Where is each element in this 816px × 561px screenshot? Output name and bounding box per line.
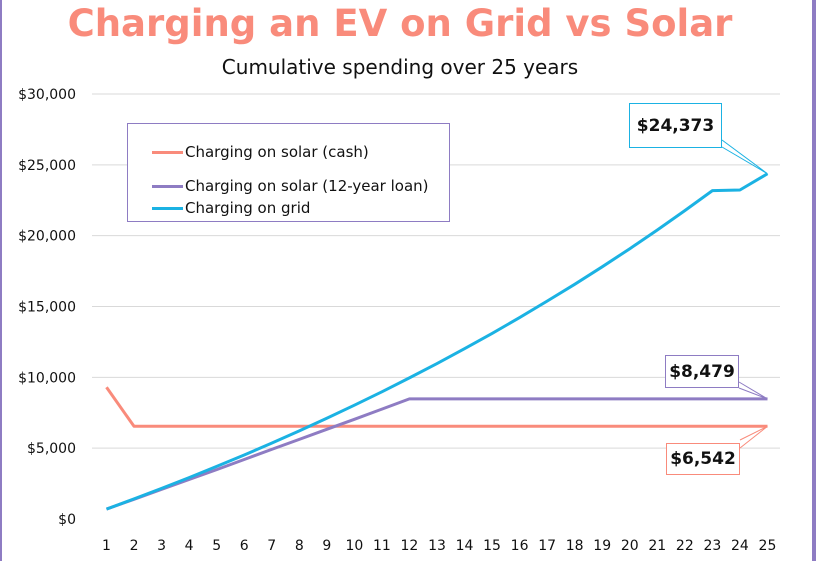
chart-legend: Charging on solar (cash) Charging on sol… bbox=[127, 123, 450, 222]
x-tick-label: 14 bbox=[456, 538, 474, 554]
chart-subtitle: Cumulative spending over 25 years bbox=[221, 55, 579, 79]
leader-line-grid bbox=[721, 139, 768, 175]
x-axis-tick-labels: 1 2 3 4 5 6 7 8 9 10 11 12 13 14 15 16 17 18 19 20 21 22 23 24 2… bbox=[102, 538, 776, 554]
legend-label-cash: Charging on solar (cash) bbox=[185, 143, 369, 161]
legend-swatch-grid bbox=[152, 206, 183, 210]
x-tick-label: 3 bbox=[157, 538, 166, 554]
x-tick-label: 21 bbox=[648, 538, 666, 554]
x-tick-label: 7 bbox=[267, 538, 276, 554]
legend-swatch-loan bbox=[152, 184, 183, 188]
x-tick-label: 19 bbox=[593, 538, 611, 554]
frame-border-left bbox=[0, 0, 2, 561]
x-tick-label: 9 bbox=[322, 538, 331, 554]
x-tick-label: 16 bbox=[511, 538, 529, 554]
legend-swatch-cash bbox=[152, 150, 183, 154]
series-line-loan bbox=[105, 397, 768, 511]
y-axis-tick-labels: $0 $5,000 $10,000 $15,000 $20,000 $25,000 $30,… bbox=[18, 87, 76, 528]
x-tick-label: 2 bbox=[130, 538, 139, 554]
x-tick-label: 11 bbox=[373, 538, 391, 554]
legend-label-loan: Charging on solar (12-year loan) bbox=[185, 177, 429, 195]
legend-item-grid: Charging on grid bbox=[128, 196, 310, 220]
legend-item-cash: Charging on solar (cash) bbox=[128, 140, 369, 164]
x-tick-label: 10 bbox=[345, 538, 363, 554]
x-tick-label: 18 bbox=[566, 538, 584, 554]
x-tick-label: 13 bbox=[428, 538, 446, 554]
frame-border-right bbox=[812, 0, 816, 561]
y-tick-label: $15,000 bbox=[18, 300, 76, 316]
y-tick-label: $20,000 bbox=[18, 229, 76, 245]
y-tick-label: $10,000 bbox=[18, 370, 76, 386]
series-line-grid bbox=[105, 172, 769, 511]
x-tick-label: 4 bbox=[185, 538, 194, 554]
legend-item-loan: Charging on solar (12-year loan) bbox=[128, 174, 429, 198]
x-tick-label: 25 bbox=[759, 538, 777, 554]
x-tick-label: 23 bbox=[703, 538, 721, 554]
x-tick-label: 17 bbox=[538, 538, 556, 554]
x-tick-label: 22 bbox=[676, 538, 694, 554]
x-tick-label: 12 bbox=[401, 538, 419, 554]
callout-grid-total: $24,373 bbox=[629, 103, 722, 148]
x-tick-label: 24 bbox=[731, 538, 749, 554]
x-tick-label: 20 bbox=[621, 538, 639, 554]
leader-line-loan bbox=[738, 381, 768, 400]
chart-title: Charging an EV on Grid vs Solar bbox=[67, 2, 733, 45]
y-tick-label: $5,000 bbox=[27, 441, 76, 457]
y-tick-label: $30,000 bbox=[18, 87, 76, 103]
legend-label-grid: Charging on grid bbox=[185, 199, 311, 217]
x-tick-label: 6 bbox=[240, 538, 249, 554]
x-tick-label: 15 bbox=[483, 538, 501, 554]
series-line-cash bbox=[105, 386, 768, 428]
y-tick-label: $25,000 bbox=[18, 158, 76, 174]
y-tick-label: $0 bbox=[58, 512, 76, 528]
x-tick-label: 1 bbox=[102, 538, 111, 554]
x-tick-label: 8 bbox=[295, 538, 304, 554]
x-tick-label: 5 bbox=[212, 538, 221, 554]
callout-cash-total: $6,542 bbox=[666, 443, 740, 475]
series-lines bbox=[105, 172, 769, 511]
leader-line-cash bbox=[739, 425, 768, 449]
callout-loan-total: $8,479 bbox=[665, 355, 739, 388]
